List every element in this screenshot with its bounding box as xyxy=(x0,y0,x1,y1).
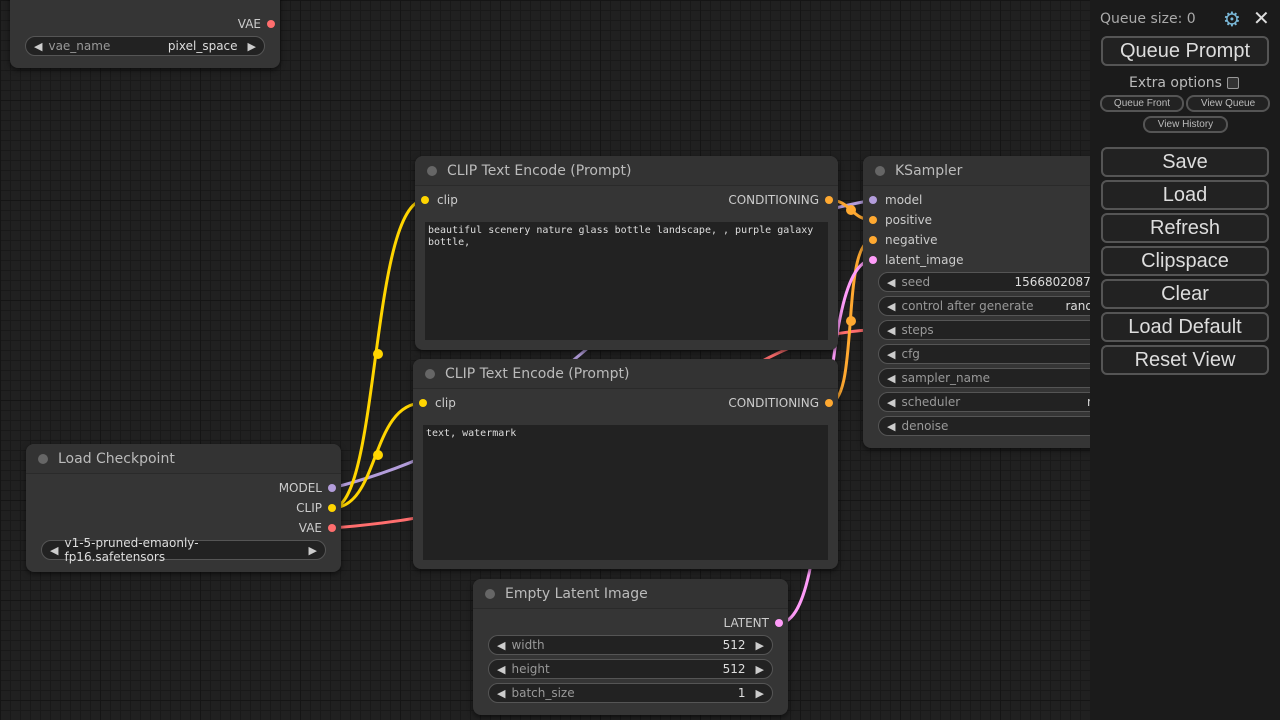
view-queue-button[interactable]: View Queue xyxy=(1186,95,1270,112)
model-output[interactable]: MODEL xyxy=(279,481,336,495)
ksampler-widget-sampler-name[interactable]: ◀ sampler_name xyxy=(878,368,1138,388)
arrow-right-icon[interactable]: ▶ xyxy=(755,686,764,700)
arrow-left-icon[interactable]: ◀ xyxy=(887,371,896,385)
queue-size: Queue size: 0 xyxy=(1100,11,1196,27)
positive-input[interactable]: positive xyxy=(869,213,932,227)
height-widget[interactable]: ◀ height 512 ▶ xyxy=(488,659,773,679)
arrow-right-icon[interactable]: ▶ xyxy=(247,39,256,53)
vae-output[interactable]: VAE xyxy=(299,521,336,535)
arrow-left-icon[interactable]: ◀ xyxy=(887,419,896,433)
vae-output[interactable]: VAE xyxy=(238,17,275,31)
arrow-left-icon[interactable]: ◀ xyxy=(887,299,896,313)
menu-panel: Queue size: 0 ⚙ ✕ Queue Prompt Extra opt… xyxy=(1090,0,1280,720)
arrow-right-icon[interactable]: ▶ xyxy=(755,638,764,652)
arrow-left-icon[interactable]: ◀ xyxy=(34,39,43,53)
clip-input[interactable]: clip xyxy=(419,396,456,410)
node-title[interactable]: Load Checkpoint xyxy=(26,444,341,474)
vae-name-widget[interactable]: ◀ vae_name pixel_space ▶ xyxy=(25,36,265,56)
clear-button[interactable]: Clear xyxy=(1101,279,1269,309)
ksampler-node[interactable]: KSampler model positive negative latent_… xyxy=(863,156,1138,448)
arrow-left-icon[interactable]: ◀ xyxy=(50,543,59,557)
close-icon[interactable]: ✕ xyxy=(1253,6,1270,30)
prompt-textarea[interactable]: beautiful scenery nature glass bottle la… xyxy=(425,222,828,340)
ksampler-widget-cfg[interactable]: ◀ cfg xyxy=(878,344,1138,364)
ksampler-widget-denoise[interactable]: ◀ denoise xyxy=(878,416,1138,436)
arrow-right-icon[interactable]: ▶ xyxy=(755,662,764,676)
save-button[interactable]: Save xyxy=(1101,147,1269,177)
latent-image-input[interactable]: latent_image xyxy=(869,253,963,267)
load-default-button[interactable]: Load Default xyxy=(1101,312,1269,342)
settings-gear-icon[interactable]: ⚙ xyxy=(1223,7,1241,31)
node-title[interactable]: Empty Latent Image xyxy=(473,579,788,609)
vae-loader-node[interactable]: VAE ◀ vae_name pixel_space ▶ xyxy=(10,0,280,68)
extra-options-checkbox[interactable] xyxy=(1227,77,1239,89)
clipspace-button[interactable]: Clipspace xyxy=(1101,246,1269,276)
model-input[interactable]: model xyxy=(869,193,922,207)
queue-prompt-button[interactable]: Queue Prompt xyxy=(1101,36,1269,66)
arrow-left-icon[interactable]: ◀ xyxy=(887,323,896,337)
negative-input[interactable]: negative xyxy=(869,233,937,247)
refresh-button[interactable]: Refresh xyxy=(1101,213,1269,243)
prompt-textarea[interactable]: text, watermark xyxy=(423,425,828,560)
ckpt-name-widget[interactable]: ◀ v1-5-pruned-emaonly-fp16.safetensors ▶ xyxy=(41,536,326,564)
view-history-button[interactable]: View History xyxy=(1143,116,1228,133)
queue-front-button[interactable]: Queue Front xyxy=(1100,95,1184,112)
arrow-left-icon[interactable]: ◀ xyxy=(887,347,896,361)
width-widget[interactable]: ◀ width 512 ▶ xyxy=(488,635,773,655)
node-title[interactable]: CLIP Text Encode (Prompt) xyxy=(415,156,838,186)
ksampler-widget-steps[interactable]: ◀ steps xyxy=(878,320,1138,340)
clip-input[interactable]: clip xyxy=(421,193,458,207)
reset-view-button[interactable]: Reset View xyxy=(1101,345,1269,375)
conditioning-output[interactable]: CONDITIONING xyxy=(728,193,833,207)
empty-latent-image-node[interactable]: Empty Latent Image LATENT ◀ width 512 ▶ ◀ he… xyxy=(473,579,788,715)
batch-size-widget[interactable]: ◀ batch_size 1 ▶ xyxy=(488,683,773,703)
clip-output[interactable]: CLIP xyxy=(296,501,336,515)
arrow-left-icon[interactable]: ◀ xyxy=(497,686,506,700)
arrow-left-icon[interactable]: ◀ xyxy=(497,638,506,652)
clip-text-encode-negative[interactable]: CLIP Text Encode (Prompt) clip CONDITION… xyxy=(413,359,838,569)
node-title[interactable]: KSampler xyxy=(863,156,1123,186)
extra-options-label: Extra options xyxy=(1129,75,1222,91)
arrow-left-icon[interactable]: ◀ xyxy=(887,275,896,289)
arrow-left-icon[interactable]: ◀ xyxy=(497,662,506,676)
node-title[interactable]: CLIP Text Encode (Prompt) xyxy=(413,359,838,389)
clip-text-encode-positive[interactable]: CLIP Text Encode (Prompt) clip CONDITION… xyxy=(415,156,838,350)
latent-output[interactable]: LATENT xyxy=(724,616,783,630)
load-checkpoint-node[interactable]: Load Checkpoint MODEL CLIP VAE ◀ v1-5-pru… xyxy=(26,444,341,572)
arrow-right-icon[interactable]: ▶ xyxy=(308,543,317,557)
load-button[interactable]: Load xyxy=(1101,180,1269,210)
arrow-left-icon[interactable]: ◀ xyxy=(887,395,896,409)
conditioning-output[interactable]: CONDITIONING xyxy=(728,396,833,410)
